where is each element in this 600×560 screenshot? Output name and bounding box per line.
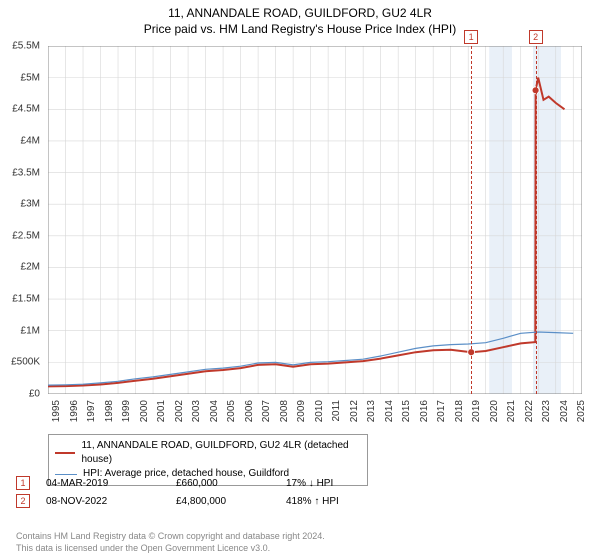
sale-delta: 17% ↓ HPI — [286, 478, 396, 489]
sale-marker: 1 — [16, 476, 30, 490]
y-tick-label: £1M — [21, 325, 40, 336]
sale-flag-marker: 2 — [529, 30, 543, 44]
x-tick-label: 1996 — [69, 400, 80, 422]
chart-plot — [48, 46, 582, 394]
x-tick-label: 1997 — [86, 400, 97, 422]
chart-area: 12 — [48, 46, 582, 394]
y-axis-labels: £0£500K£1M£1.5M£2M£2.5M£3M£3.5M£4M£4.5M£… — [0, 46, 44, 394]
x-tick-label: 2018 — [454, 400, 465, 422]
y-tick-label: £4.5M — [12, 104, 40, 115]
y-tick-label: £5M — [21, 72, 40, 83]
y-tick-label: £4M — [21, 135, 40, 146]
x-tick-label: 2003 — [191, 400, 202, 422]
x-tick-label: 2021 — [506, 400, 517, 422]
x-tick-label: 2008 — [279, 400, 290, 422]
y-tick-label: £3.5M — [12, 167, 40, 178]
x-tick-label: 2001 — [156, 400, 167, 422]
footer-line: This data is licensed under the Open Gov… — [16, 542, 325, 554]
x-tick-label: 2020 — [489, 400, 500, 422]
y-tick-label: £500K — [11, 357, 40, 368]
legend-item: 11, ANNANDALE ROAD, GUILDFORD, GU2 4LR (… — [55, 439, 361, 467]
x-tick-label: 1995 — [51, 400, 62, 422]
legend-label: 11, ANNANDALE ROAD, GUILDFORD, GU2 4LR (… — [81, 439, 361, 467]
sale-price: £660,000 — [176, 478, 286, 489]
x-tick-label: 2007 — [261, 400, 272, 422]
sales-table: 1 04-MAR-2019 £660,000 17% ↓ HPI 2 08-NO… — [16, 476, 584, 512]
x-tick-label: 2000 — [139, 400, 150, 422]
x-tick-label: 2025 — [576, 400, 587, 422]
x-tick-label: 2010 — [314, 400, 325, 422]
x-tick-label: 2016 — [419, 400, 430, 422]
legend-swatch — [55, 474, 77, 475]
x-tick-label: 2014 — [384, 400, 395, 422]
x-tick-label: 1999 — [121, 400, 132, 422]
x-tick-label: 2005 — [226, 400, 237, 422]
x-tick-label: 2022 — [524, 400, 535, 422]
x-tick-label: 2012 — [349, 400, 360, 422]
sale-delta: 418% ↑ HPI — [286, 496, 396, 507]
chart-title: 11, ANNANDALE ROAD, GUILDFORD, GU2 4LR — [0, 6, 600, 20]
sales-row: 2 08-NOV-2022 £4,800,000 418% ↑ HPI — [16, 494, 584, 508]
y-tick-label: £2M — [21, 262, 40, 273]
x-tick-label: 2004 — [209, 400, 220, 422]
y-tick-label: £1.5M — [12, 294, 40, 305]
footer-attribution: Contains HM Land Registry data © Crown c… — [16, 530, 325, 554]
x-tick-label: 2002 — [174, 400, 185, 422]
x-tick-label: 2006 — [244, 400, 255, 422]
sale-date: 04-MAR-2019 — [46, 478, 176, 489]
x-tick-label: 2024 — [559, 400, 570, 422]
x-tick-label: 2019 — [471, 400, 482, 422]
y-tick-label: £0 — [29, 389, 40, 400]
x-tick-label: 2009 — [296, 400, 307, 422]
y-tick-label: £2.5M — [12, 230, 40, 241]
footer-line: Contains HM Land Registry data © Crown c… — [16, 530, 325, 542]
sale-marker: 2 — [16, 494, 30, 508]
x-tick-label: 1998 — [104, 400, 115, 422]
sale-flag-marker: 1 — [464, 30, 478, 44]
sale-price: £4,800,000 — [176, 496, 286, 507]
x-axis-labels: 1995 1996 1997 1998 1999 2000 2001 2002 2003 2004… — [48, 396, 582, 436]
sales-row: 1 04-MAR-2019 £660,000 17% ↓ HPI — [16, 476, 584, 490]
x-tick-label: 2013 — [366, 400, 377, 422]
chart-subtitle: Price paid vs. HM Land Registry's House … — [0, 22, 600, 36]
y-tick-label: £5.5M — [12, 41, 40, 52]
x-tick-label: 2017 — [436, 400, 447, 422]
y-tick-label: £3M — [21, 199, 40, 210]
legend-swatch — [55, 452, 75, 454]
x-tick-label: 2011 — [331, 400, 342, 422]
sale-date: 08-NOV-2022 — [46, 496, 176, 507]
x-tick-label: 2023 — [541, 400, 552, 422]
x-tick-label: 2015 — [401, 400, 412, 422]
